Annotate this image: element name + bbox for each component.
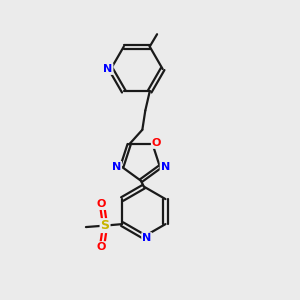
Text: S: S bbox=[100, 219, 109, 232]
Text: N: N bbox=[112, 162, 121, 172]
Text: O: O bbox=[97, 199, 106, 209]
Text: N: N bbox=[160, 162, 170, 172]
Text: O: O bbox=[97, 242, 106, 252]
Text: N: N bbox=[142, 233, 152, 243]
Text: N: N bbox=[103, 64, 112, 74]
Text: O: O bbox=[152, 138, 161, 148]
